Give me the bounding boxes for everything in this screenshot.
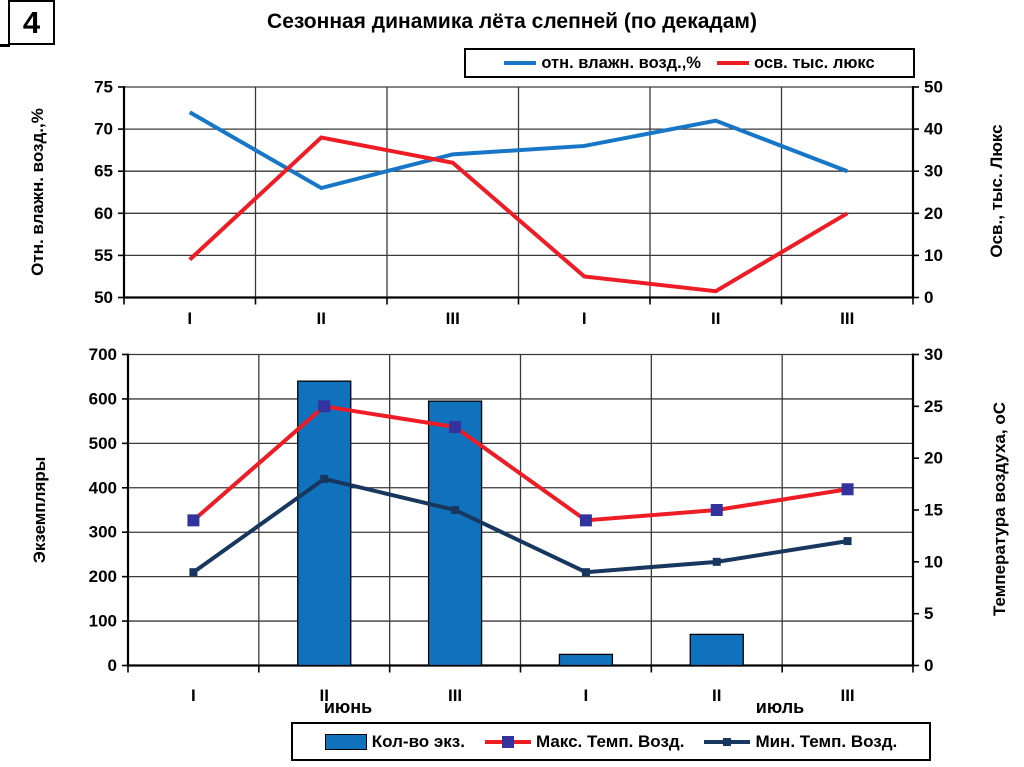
legend-label-min-temp: Мин. Темп. Возд.: [755, 731, 898, 751]
left-tick-label: 500: [89, 434, 117, 453]
left-tick-label: 75: [94, 78, 113, 97]
data-line: [192, 476, 848, 575]
left-tick-label: 70: [94, 120, 113, 139]
slide-title: Сезонная динамика лёта слепней (по декад…: [267, 10, 757, 33]
slide-number-underline: [0, 44, 10, 47]
left-tick-label: 200: [89, 567, 117, 586]
data-marker: [451, 506, 460, 514]
right-tick-label: 20: [924, 204, 943, 223]
month-label-july: июль: [755, 697, 805, 717]
max-temp-swatch-marker: [501, 735, 514, 748]
right-tick-label: 30: [924, 162, 943, 181]
left-tick-label: 300: [89, 523, 117, 542]
left-tick-label: 400: [89, 478, 117, 497]
legend-item-min-temp: Мин. Темп. Возд.: [704, 732, 897, 752]
left-tick-label: 700: [89, 345, 117, 364]
min-temp-line-swatch: [704, 735, 751, 749]
data-line: [188, 110, 848, 191]
left-tick-label: 60: [94, 204, 113, 223]
legend-label-max-temp: Макс. Темп. Возд.: [535, 731, 685, 751]
right-tick-label: 10: [924, 246, 943, 265]
legend-item-humidity: отн. влажн. возд.,%: [504, 54, 701, 73]
right-tick-label: 30: [924, 345, 943, 364]
category-label: II: [320, 686, 329, 705]
data-line: [192, 404, 848, 523]
month-label-june: июнь: [323, 697, 373, 717]
category-label: I: [187, 309, 192, 328]
slide-number-box: 4: [8, 0, 55, 45]
right-tick-label: 15: [924, 501, 943, 520]
left-tick-label: 50: [94, 288, 113, 307]
data-line: [188, 135, 849, 294]
count-bar-swatch: [324, 733, 367, 750]
legend-label-humidity: отн. влажн. возд.,%: [541, 53, 701, 72]
left-tick-label: 600: [89, 389, 117, 408]
left-tick-label: 55: [94, 246, 113, 265]
category-label: II: [711, 309, 720, 328]
data-marker: [712, 557, 721, 566]
data-marker: [320, 474, 329, 483]
right-tick-label: 50: [924, 78, 943, 97]
category-label: III: [840, 686, 854, 705]
legend-label-count: Кол-во экз.: [371, 731, 465, 751]
data-marker: [318, 400, 331, 413]
legend-item-illumination: осв. тыс. люкс: [716, 53, 875, 73]
right-tick-label: 20: [924, 449, 943, 468]
top-chart-legend: отн. влажн. возд.,% осв. тыс. люкс: [464, 48, 915, 78]
bar: [558, 653, 614, 667]
category-label: I: [191, 686, 196, 705]
data-marker: [189, 568, 198, 577]
data-marker: [581, 568, 590, 577]
data-marker: [449, 421, 462, 434]
category-label: II: [317, 309, 326, 328]
legend-label-illumination: осв. тыс. люкс: [753, 53, 875, 72]
data-marker: [710, 504, 723, 516]
legend-item-count: Кол-во экз.: [324, 731, 465, 752]
right-tick-label: 5: [924, 604, 933, 623]
humidity-line-swatch: [504, 60, 537, 66]
left-tick-label: 65: [94, 162, 113, 181]
illumination-line-swatch: [716, 60, 749, 66]
data-marker: [187, 514, 200, 527]
right-tick-label: 0: [924, 656, 933, 675]
min-temp-swatch-marker: [723, 737, 732, 746]
category-label: I: [584, 686, 589, 705]
category-label: III: [448, 686, 462, 705]
right-tick-label: 25: [924, 397, 943, 416]
bar: [427, 400, 483, 667]
data-marker: [843, 537, 852, 546]
data-marker: [841, 483, 854, 496]
right-tick-label: 0: [924, 288, 933, 307]
left-tick-label: 100: [89, 612, 117, 631]
category-label: I: [582, 309, 587, 328]
max-temp-line-swatch: [484, 735, 531, 749]
left-tick-label: 0: [108, 656, 117, 675]
data-marker: [579, 514, 592, 527]
category-label: II: [712, 686, 721, 705]
legend-item-max-temp: Макс. Темп. Возд.: [484, 731, 685, 752]
bar: [297, 380, 352, 667]
category-label: III: [840, 309, 854, 328]
bar: [689, 633, 744, 667]
category-label: III: [446, 309, 460, 328]
bottom-chart-legend: Кол-во экз. Макс. Темп. Возд. Мин. Темп.…: [291, 722, 931, 761]
right-tick-label: 10: [924, 552, 943, 571]
right-tick-label: 40: [924, 120, 943, 139]
slide-number: 4: [22, 4, 41, 40]
